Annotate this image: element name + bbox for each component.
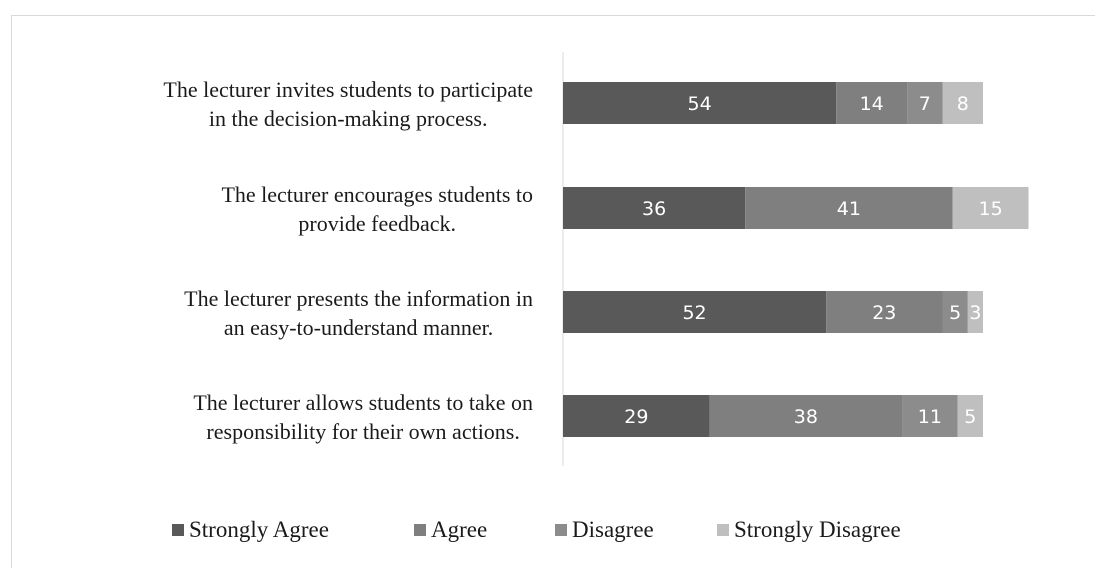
- data-label: 41: [837, 198, 861, 220]
- category-label-line: responsibility for their own actions.: [206, 419, 519, 444]
- legend-label: Strongly Disagree: [734, 517, 901, 542]
- category-label: The lecturer encourages students to provi…: [221, 182, 533, 236]
- legend-swatch: [717, 524, 729, 536]
- bar-segment: [942, 291, 968, 333]
- category-label-line: The lecturer allows students to take on: [193, 390, 533, 415]
- data-label: 14: [860, 93, 884, 115]
- legend: Strongly Agree Agree Disagree Strongly Disa…: [172, 517, 901, 542]
- category-label-line: The lecturer invites students to partici…: [163, 77, 533, 102]
- bar-segment: [563, 395, 710, 437]
- bar-segment: [709, 395, 903, 437]
- data-label: 8: [957, 93, 969, 115]
- bar-segment: [563, 291, 827, 333]
- data-label: 11: [918, 406, 942, 428]
- category-labels: The lecturer invites students to partici…: [163, 77, 533, 444]
- legend-swatch: [414, 524, 426, 536]
- category-label-line: provide feedback.: [298, 211, 456, 236]
- bar-segment: [902, 395, 958, 437]
- bar-segment: [907, 82, 943, 124]
- bar-segment: [826, 291, 943, 333]
- legend-label: Strongly Agree: [189, 517, 329, 542]
- bar-segment: [952, 187, 1029, 229]
- legend-swatch: [555, 524, 567, 536]
- legend-swatch: [172, 524, 184, 536]
- data-label: 7: [919, 93, 931, 115]
- category-label-line: The lecturer encourages students to: [221, 182, 533, 207]
- data-label: 52: [682, 302, 706, 324]
- bar-segment: [563, 82, 837, 124]
- bar-segment: [563, 187, 746, 229]
- bar-segment: [942, 82, 983, 124]
- legend-label: Disagree: [572, 517, 654, 542]
- bar-segment: [745, 187, 953, 229]
- data-label: 36: [642, 198, 666, 220]
- category-label-line: in the decision-making process.: [209, 106, 488, 131]
- data-label: 54: [688, 93, 712, 115]
- data-label: 15: [978, 198, 1002, 220]
- category-label-line: an easy-to-understand manner.: [224, 315, 493, 340]
- category-label: The lecturer presents the information in…: [184, 286, 533, 340]
- data-label: 38: [794, 406, 818, 428]
- data-label: 23: [872, 302, 896, 324]
- data-label: 5: [949, 302, 961, 324]
- category-label: The lecturer allows students to take on r…: [193, 390, 533, 444]
- bar-segment: [836, 82, 908, 124]
- category-label: The lecturer invites students to partici…: [163, 77, 533, 131]
- data-label: 29: [624, 406, 648, 428]
- category-label-line: The lecturer presents the information in: [184, 286, 533, 311]
- data-label: 5: [964, 406, 976, 428]
- data-label: 3: [969, 302, 981, 324]
- bar-segment: [957, 395, 983, 437]
- legend-label: Agree: [431, 517, 487, 542]
- bar-segment: [967, 291, 983, 333]
